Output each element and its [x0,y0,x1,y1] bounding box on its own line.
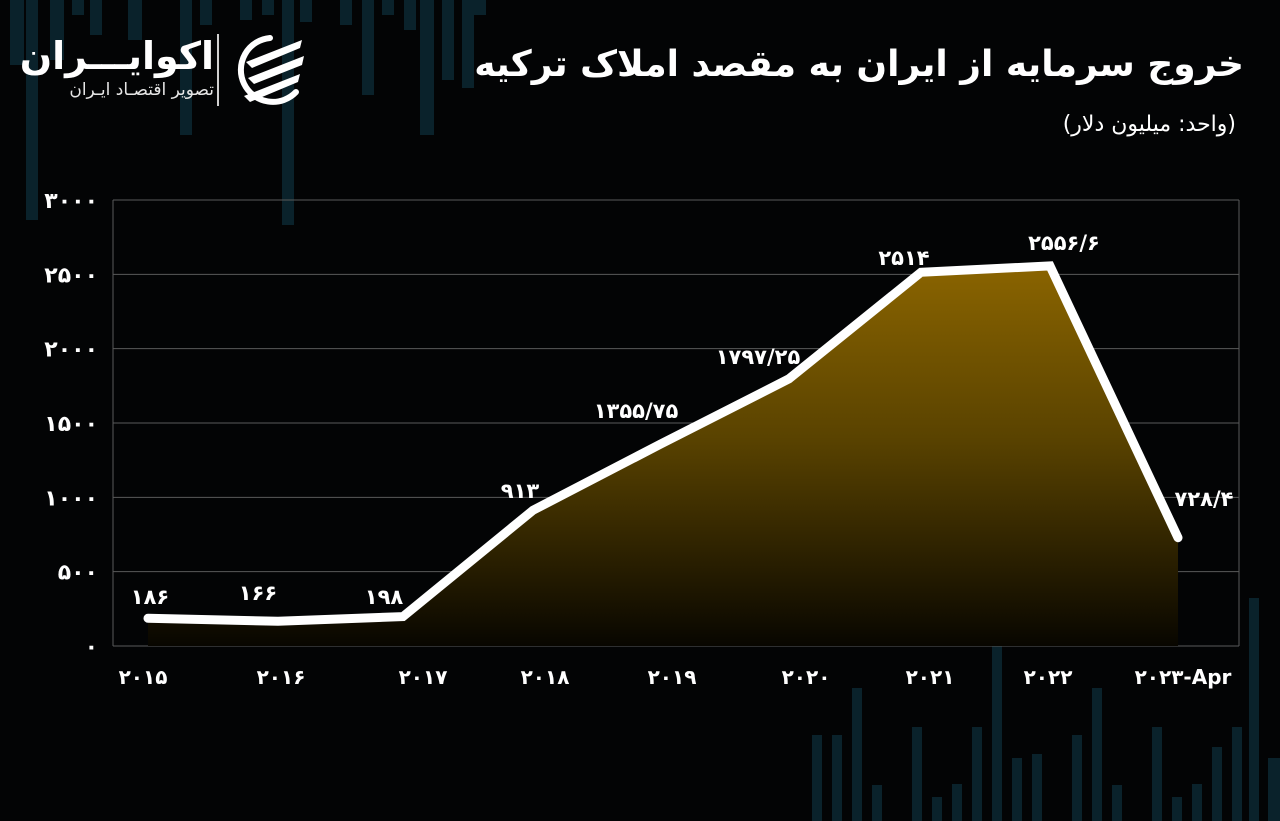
decor-bar [912,727,922,821]
decor-bar [992,598,1002,821]
decor-bar [952,784,962,821]
decor-bar [300,0,312,22]
decor-bar [474,0,486,15]
decor-bar [362,0,374,95]
x-tick-label: ۲۰۱۷ [399,665,448,689]
decor-bar [10,0,24,65]
chart-subtitle: (واحد: میلیون دلار) [1062,112,1236,137]
y-tick-label: ۲۵۰۰ [44,263,98,288]
decor-bar [1012,758,1022,821]
brand-logo: اکوایـــران تصویر اقتصـاد ایـران [20,34,318,106]
series-line [143,261,1183,626]
decor-bar [1032,754,1042,821]
decor-bar [50,0,64,60]
decor-bar [1232,727,1242,821]
decor-bar [200,0,212,25]
data-line [143,261,1183,626]
x-tick-label: ۲۰۱۸ [521,665,570,689]
brand-tagline: تصویر اقتصـاد ایـران [69,80,214,100]
decor-bar [1249,598,1259,821]
decor-bar [420,0,434,135]
area-fill [148,265,1178,646]
decor-bar [932,797,942,821]
y-tick-label: ۱۵۰۰ [44,412,98,437]
decor-bar [382,0,394,15]
decor-bar [442,0,454,80]
decor-bar [1172,797,1182,821]
decor-bar [812,735,822,821]
decor-bar [262,0,274,15]
x-tick-label: ۲۰۲۳-Apr [1135,665,1232,689]
y-tick-label: ۳۰۰۰ [44,189,98,214]
x-tick-label: ۲۰۲۲ [1024,665,1073,689]
decor-bar [1152,727,1162,821]
decor-bar [180,0,192,135]
decor-bar [26,0,38,220]
decor-bar [1072,735,1082,821]
x-tick-label: ۲۰۲۱ [906,665,955,689]
data-value-labels: ۱۸۶ ۱۶۶ ۱۹۸ ۹۱۳ ۱۳۵۵/۷۵ ۱۷۹۷/۲۵ ۲۵۱۴ ۲۵۵۶/۶ ۷۲۸/… [131,231,1234,609]
ecoiran-logo-icon [237,35,304,105]
data-value-label: ۱۹۸ [365,585,404,609]
decor-bar [852,688,862,821]
y-tick-label: ۰ [85,635,98,660]
y-tick-label: ۱۰۰۰ [44,486,98,511]
data-value-label: ۲۵۵۶/۶ [1028,231,1100,255]
decor-bar [240,0,252,20]
decor-bar [1192,784,1202,821]
data-value-label: ۲۵۱۴ [878,246,929,270]
y-tick-label: ۵۰۰ [58,561,98,586]
data-value-label: ۹۱۳ [501,479,540,503]
x-tick-label: ۲۰۱۵ [119,665,168,689]
decor-bar [1112,785,1122,821]
plot-frame [112,200,1240,646]
decor-bar [128,0,142,40]
decor-bar [462,0,474,88]
decor-bar [832,735,842,821]
data-value-label: ۱۷۹۷/۲۵ [716,345,801,369]
decor-bar [282,0,294,225]
decor-bar [404,0,416,30]
decor-bar [872,785,882,821]
y-tick-label: ۲۰۰۰ [44,338,98,363]
chart-title: خروج سرمایه از ایران به مقصد املاک ترکیه [474,44,1244,85]
data-value-label: ۱۶۶ [239,581,277,605]
data-value-label: ۱۳۵۵/۷۵ [594,399,679,423]
decor-bar [90,0,102,35]
y-axis-labels: ۰ ۵۰۰ ۱۰۰۰ ۱۵۰۰ ۲۰۰۰ ۲۵۰۰ ۳۰۰۰ [44,189,98,660]
brand-name: اکوایـــران [19,34,214,78]
area-path [148,265,1178,646]
decor-bar [972,727,982,821]
decor-bar [340,0,352,25]
x-axis-labels: ۲۰۱۵ ۲۰۱۶ ۲۰۱۷ ۲۰۱۸ ۲۰۱۹ ۲۰۲۰ ۲۰۲۱ ۲۰۲۲ ۲۰۲۳-Apr [119,665,1232,689]
x-tick-label: ۲۰۲۰ [782,665,831,689]
decor-bar [1268,758,1280,821]
data-value-label: ۱۸۶ [131,585,169,609]
decor-bar [72,0,84,15]
x-tick-label: ۲۰۱۶ [257,665,306,689]
x-tick-label: ۲۰۱۹ [648,665,697,689]
decor-bar [1212,747,1222,821]
logo-divider [217,34,219,106]
decor-bar [1092,688,1102,821]
data-value-label: ۷۲۸/۴ [1175,487,1234,511]
